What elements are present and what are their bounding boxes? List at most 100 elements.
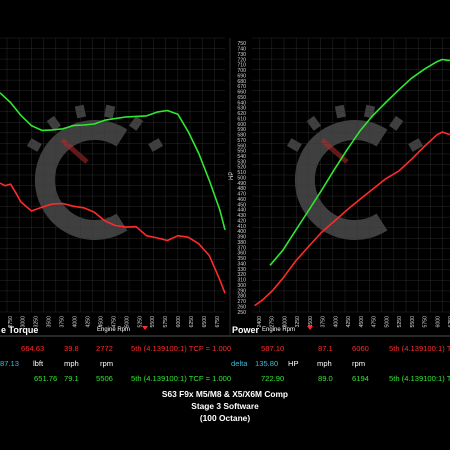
y-tick-label: 640	[237, 100, 246, 106]
y-tick-label: 490	[237, 181, 246, 187]
left-x-axis-title: Engine Rpm	[97, 327, 130, 333]
right-chart-gridlines	[252, 37, 450, 313]
left-red-mph: 39.8	[64, 344, 79, 353]
right-green-mph: 89.0	[318, 374, 333, 383]
watermark-accent-stripe	[320, 138, 349, 164]
x-tick-label: 6750	[215, 316, 221, 328]
caption-software: Stage 3 Software	[191, 401, 259, 411]
watermark-tick-mark	[334, 104, 347, 119]
x-tick-label: 5750	[423, 316, 429, 328]
x-tick-label: 2750	[270, 316, 276, 328]
left-green-mph: 79.1	[64, 374, 79, 383]
x-tick-label: 3500	[47, 316, 53, 328]
caption-fuel: (100 Octane)	[200, 413, 250, 423]
x-tick-label: 5000	[124, 316, 130, 328]
left-green-rpm: 5506	[96, 374, 113, 383]
right-x-tick-labels: 2400 2750 3000 3250 3500 3750 4000 4250 4500 4750…	[257, 316, 450, 328]
watermark-tick-mark	[26, 138, 42, 152]
right-delta-hp: 135.80	[255, 359, 278, 368]
y-tick-label: 270	[237, 299, 246, 305]
y-tick-label: 460	[237, 197, 246, 203]
y-tick-label: 680	[237, 79, 246, 85]
y-tick-label: 520	[237, 165, 246, 171]
y-tick-label: 350	[237, 256, 246, 262]
y-tick-label: 300	[237, 283, 246, 289]
left-unit-rpm: rpm	[100, 359, 113, 368]
x-tick-label: 4000	[73, 316, 79, 328]
left-x-tick-labels: 2750 3000 3250 3500 3750 4000 4250 4500 4750 5000…	[8, 316, 221, 328]
red-series-line	[0, 182, 226, 294]
y-tick-label: 440	[237, 208, 246, 214]
caption-vehicle: S63 F9x M5/M8 & X5/X6M Comp	[162, 389, 288, 399]
watermark-tick-mark	[148, 138, 164, 152]
y-tick-label: 430	[237, 213, 246, 219]
x-tick-label: 3000	[21, 316, 27, 328]
right-red-hp: 587.10	[261, 344, 284, 353]
watermark-accent-stripe	[60, 138, 89, 164]
y-tick-label: 560	[237, 143, 246, 149]
left-green-gear: 5th (4.139100:1) TCF = 1.000	[131, 374, 231, 383]
y-tick-label: 530	[237, 159, 246, 165]
y-tick-label: 420	[237, 218, 246, 224]
x-tick-label: 4750	[372, 316, 378, 328]
x-tick-label: 6000	[435, 316, 441, 328]
y-tick-label: 330	[237, 267, 246, 273]
green-series-line	[269, 58, 450, 266]
left-rpm-dropdown-icon[interactable]	[142, 326, 148, 330]
x-tick-label: 4500	[98, 316, 104, 328]
x-tick-label: 2400	[257, 316, 263, 328]
x-tick-label: 5250	[397, 316, 403, 328]
y-tick-label: 320	[237, 272, 246, 278]
x-tick-label: 3250	[295, 316, 301, 328]
watermark-tick-mark	[306, 115, 322, 131]
right-red-rpm: 6060	[352, 344, 369, 353]
y-tick-label: 390	[237, 235, 246, 241]
x-tick-label: 6500	[202, 316, 208, 328]
watermark-tick-mark	[128, 115, 144, 131]
y-tick-label: 290	[237, 288, 246, 294]
watermark-logo-left	[26, 104, 164, 240]
green-series-line	[0, 92, 226, 231]
x-tick-label: 3000	[282, 316, 288, 328]
watermark-tick-mark	[408, 138, 424, 152]
y-tick-label: 650	[237, 95, 246, 101]
x-tick-label: 2750	[8, 316, 14, 328]
right-x-axis-title: Engine Rpm	[262, 327, 295, 333]
right-green-rpm: 6194	[352, 374, 369, 383]
y-tick-label: 280	[237, 294, 246, 300]
y-tick-label: 700	[237, 68, 246, 74]
y-tick-label: 710	[237, 63, 246, 69]
left-panel-title: e Torque	[1, 325, 38, 335]
y-tick-label: 600	[237, 122, 246, 128]
y-tick-label: 480	[237, 186, 246, 192]
left-red-rpm: 2772	[96, 344, 113, 353]
left-chart-gridlines	[0, 37, 225, 313]
y-tick-label: 400	[237, 229, 246, 235]
right-rpm-dropdown-icon[interactable]	[307, 326, 313, 330]
y-tick-label: 310	[237, 278, 246, 284]
right-unit-rpm: rpm	[352, 359, 365, 368]
y-tick-label: 730	[237, 52, 246, 58]
x-tick-label: 4500	[359, 316, 365, 328]
x-tick-label: 4250	[85, 316, 91, 328]
right-red-mph: 87.1	[318, 344, 333, 353]
x-tick-label: 6000	[176, 316, 182, 328]
right-unit-hp: HP	[288, 359, 299, 368]
x-tick-label: 6250	[189, 316, 195, 328]
x-tick-label: 4750	[111, 316, 117, 328]
y-tick-label: 570	[237, 138, 246, 144]
y-tick-label: 660	[237, 90, 246, 96]
left-green-torque: 651.76	[34, 374, 57, 383]
left-chart-series	[0, 92, 226, 294]
right-panel-title: Power	[232, 325, 260, 335]
x-tick-label: 6250	[448, 316, 450, 328]
y-tick-label: 370	[237, 245, 246, 251]
y-tick-label: 510	[237, 170, 246, 176]
x-tick-label: 3750	[321, 316, 327, 328]
left-red-torque: 664.63	[21, 344, 44, 353]
x-tick-label: 5250	[137, 316, 143, 328]
y-tick-label: 540	[237, 154, 246, 160]
y-tick-label: 340	[237, 261, 246, 267]
left-red-gear: 5th (4.139100:1) TCF = 1.000	[131, 344, 231, 353]
